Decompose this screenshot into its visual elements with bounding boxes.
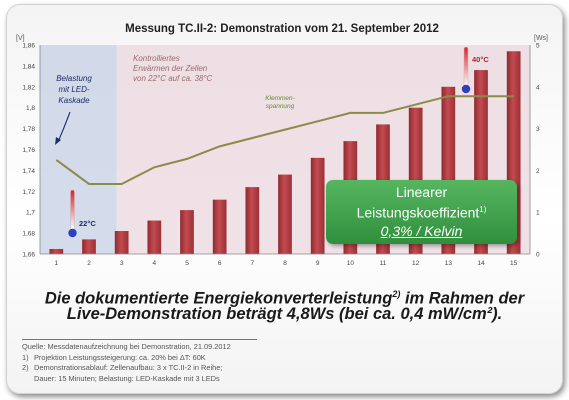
summary-line-1-a: Die dokumentierte Energiekonverterleistu…: [44, 289, 393, 308]
footnote-2-text-a: Demonstrationsablauf: Zellenaufbau: 3 x …: [34, 363, 223, 373]
left-tick-label: 1,84: [22, 63, 35, 70]
x-tick-label: 6: [218, 260, 222, 267]
belastung-arrowhead: [55, 137, 61, 145]
footnote-2-num: 2): [22, 363, 29, 373]
footnote-1-num: 1): [22, 352, 29, 362]
coefficient-footnote-ref: 1): [479, 205, 487, 214]
coefficient-line2-text: Leistungskoeffizient: [356, 204, 480, 221]
annotation-belastung-2: mit LED-: [58, 85, 89, 94]
x-tick-label: 9: [316, 260, 320, 267]
annotation-erwaermen-2: Erwärmen der Zellen: [133, 64, 208, 73]
right-tick-label: 3: [536, 126, 540, 133]
x-tick-label: 13: [445, 260, 453, 267]
x-tick-label: 7: [251, 260, 255, 267]
annotation-erwaermen-3: von 22°C auf ca. 38°C: [133, 74, 213, 83]
voltage-line: [55, 95, 514, 185]
x-tick-label: 2: [87, 260, 91, 267]
bar-6: [212, 199, 227, 254]
x-tick-label: 10: [347, 260, 355, 267]
annotation-klemmen-1: Klemmen-: [265, 95, 295, 102]
summary-line-1: Die dokumentierte Energiekonverterleistu…: [0, 284, 569, 309]
summary-line-1-b: im Rahmen der: [400, 289, 525, 308]
left-tick-label: 1,82: [22, 84, 35, 91]
bar-3: [114, 231, 129, 254]
shade-load: [40, 45, 117, 254]
coefficient-box: Linearer Leistungskoeffizient1) 0,3% / K…: [326, 180, 517, 244]
x-tick-label: 14: [477, 260, 485, 267]
right-tick-label: 5: [536, 43, 540, 50]
right-tick-labels: 0 1 2 3 4 5: [536, 43, 540, 259]
right-tick-label: 0: [536, 252, 540, 259]
bar-7: [245, 187, 260, 254]
left-tick-label: 1,66: [22, 252, 35, 259]
left-tick-label: 1,78: [22, 126, 35, 133]
thermometer-high-icon: [461, 46, 471, 94]
left-tick-label: 1,86: [22, 43, 35, 50]
x-tick-label: 8: [283, 260, 287, 267]
bar-2: [82, 239, 96, 254]
right-tick-label: 1: [536, 210, 540, 217]
left-tick-label: 1,68: [22, 231, 35, 238]
x-tick-label: 4: [153, 260, 157, 267]
right-axis-unit: [Ws]: [534, 35, 548, 42]
coefficient-line2: Leistungskoeffizient1): [326, 201, 517, 222]
summary-footnote-ref: 2): [392, 289, 401, 299]
coefficient-value: 0,3% / Kelvin: [380, 222, 463, 239]
bar-9: [310, 157, 325, 254]
x-tick-label: 12: [412, 260, 420, 267]
bar-8: [278, 174, 292, 254]
left-tick-labels: 1,66 1,68 1,7 1,72 1,74 1,76 1,78 1,8 1,82 1,84 1,…: [22, 43, 35, 259]
right-tick-label: 2: [536, 168, 540, 175]
annotation-belastung-1: Belastung: [56, 74, 92, 83]
thermometer-low-icon: [68, 189, 77, 238]
footnote-1-text: Projektion Leistungssteigerung: ca. 20% …: [34, 352, 206, 362]
left-tick-label: 1,8: [26, 105, 35, 112]
left-axis-unit: [V]: [16, 35, 25, 42]
notes-separator: [22, 339, 257, 340]
left-tick-label: 1,72: [22, 189, 35, 196]
coefficient-line1: Linearer: [395, 184, 448, 200]
temp-high-label: 40°C: [472, 55, 489, 64]
left-tick-label: 1,74: [22, 168, 35, 175]
footnotes: Quelle: Messdatenaufzeichnung bei Demons…: [22, 342, 231, 384]
annotation-erwaermen-1: Kontrolliertes: [133, 54, 180, 63]
left-tick-label: 1,7: [26, 210, 35, 217]
footnote-2: 2) Demonstrationsablauf: Zellenaufbau: 3 …: [22, 363, 231, 374]
chart-title: Messung TC.II-2: Demonstration vom 21. S…: [125, 23, 439, 35]
bar-5: [180, 210, 194, 254]
x-tick-label: 1: [55, 260, 59, 267]
annotation-belastung-3: Kaskade: [58, 96, 90, 105]
right-tick-label: 4: [536, 84, 540, 91]
left-tick-label: 1,76: [22, 147, 35, 154]
footnote-2-cont: Dauer: 15 Minuten; Belastung: LED-Kaskad…: [34, 373, 220, 383]
x-tick-label: 5: [185, 260, 189, 267]
bar-1: [49, 248, 64, 254]
x-tick-labels: 1 2 3 4 5 6 7 8 9 10 11 12 13 14 15: [55, 260, 518, 267]
x-tick-label: 3: [120, 260, 124, 267]
bar-4: [147, 220, 162, 254]
source-note: Quelle: Messdatenaufzeichnung bei Demons…: [22, 342, 231, 351]
summary-line-2: Live-Demonstration beträgt 4,8Ws (bei ca…: [66, 305, 503, 323]
annotation-klemmen-2: spannung: [266, 103, 295, 110]
x-tick-label: 11: [380, 260, 387, 267]
x-tick-label: 15: [510, 260, 518, 267]
temp-low-label: 22°C: [79, 219, 96, 228]
footnote-1: 1) Projektion Leistungssteigerung: ca. 20…: [22, 353, 231, 364]
